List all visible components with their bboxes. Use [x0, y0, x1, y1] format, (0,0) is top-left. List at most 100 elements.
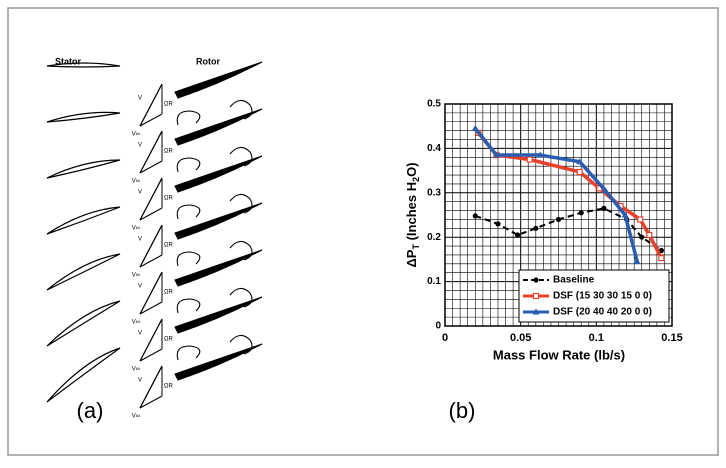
y-axis-label: ΔPT (Inches H2O) — [404, 162, 421, 267]
rotor-blade — [174, 249, 263, 287]
vector-label: V — [138, 143, 142, 149]
x-tick-label: 0.1 — [589, 332, 604, 344]
vector-label: ΩR — [164, 337, 173, 343]
vector — [139, 130, 163, 174]
stator-blade — [46, 111, 121, 123]
y-tick-label: 0.1 — [427, 276, 441, 287]
vector-label: ΩR — [164, 243, 173, 249]
y-axis-label-part: O) — [404, 162, 419, 176]
legend-label: DSF (15 30 30 15 0 0) — [553, 291, 652, 302]
vector-label: V∞ — [132, 273, 140, 279]
vector-label: V — [138, 96, 142, 102]
x-tick-label: 0.15 — [661, 332, 682, 344]
data-point — [472, 213, 478, 219]
y-tick-label: 0 — [435, 321, 441, 332]
rotor-label: Rotor — [196, 56, 220, 66]
vector-label: V — [138, 378, 142, 384]
data-point — [658, 254, 665, 262]
data-point — [495, 221, 501, 227]
series-line — [474, 207, 662, 252]
y-axis-label-part: (Inches H — [404, 182, 419, 244]
y-tick-label: 0.5 — [427, 99, 441, 110]
x-tick-label: 0.05 — [510, 332, 531, 344]
vector-label: V∞ — [132, 226, 140, 232]
legend-marker — [532, 292, 540, 300]
data-point — [633, 258, 641, 265]
vector — [139, 177, 163, 221]
stator-blade — [46, 62, 121, 68]
rotor-blade — [174, 108, 263, 146]
data-point — [646, 231, 653, 239]
vector-label: V — [138, 190, 142, 196]
y-tick-label: 0.4 — [427, 143, 441, 154]
vortex — [176, 287, 253, 314]
data-point — [492, 151, 500, 158]
vector-label: ΩR — [164, 196, 173, 202]
x-axis-label: Mass Flow Rate (lb/s) — [493, 347, 625, 362]
vector — [139, 318, 163, 362]
data-point — [576, 168, 583, 176]
plot-border — [444, 103, 673, 327]
vector — [139, 301, 163, 315]
vector-label: V — [138, 331, 142, 337]
stator-blade — [46, 159, 121, 179]
vector-label: ΩR — [164, 384, 173, 390]
vector-label: V — [138, 237, 142, 243]
vector — [139, 207, 163, 221]
vortex — [176, 193, 253, 220]
data-point — [637, 216, 644, 223]
data-point — [515, 232, 521, 238]
vortex — [176, 334, 253, 361]
vector-label: ΩR — [164, 149, 173, 155]
legend-marker — [533, 277, 539, 283]
stator-blade — [46, 300, 121, 347]
stator-blade — [46, 206, 121, 235]
vector — [139, 348, 163, 362]
data-point — [555, 216, 562, 223]
legend-label: Baseline — [553, 275, 595, 286]
stator-blade — [46, 347, 121, 403]
rotor-blade — [174, 155, 263, 193]
vector — [139, 113, 163, 127]
vector — [139, 83, 163, 127]
vector-label: V∞ — [132, 132, 140, 138]
vortex — [176, 240, 253, 267]
data-point — [601, 205, 607, 211]
y-axis-label-part: T — [411, 244, 421, 250]
vector-label: V∞ — [132, 414, 140, 420]
vortex — [176, 99, 253, 126]
vector-label: V∞ — [132, 320, 140, 326]
data-point — [533, 225, 539, 231]
rotor-blade — [174, 202, 263, 240]
vector — [139, 395, 163, 409]
data-point — [526, 156, 533, 163]
vector-label: V∞ — [132, 367, 140, 373]
legend-label: DSF (20 40 40 20 0 0) — [553, 307, 652, 318]
panel-label: (b) — [449, 398, 476, 423]
vector — [139, 160, 163, 174]
x-tick-label: 0 — [442, 332, 448, 344]
y-tick-label: 0.2 — [427, 232, 441, 243]
stator-label: Stator — [55, 56, 82, 66]
vortex — [176, 146, 253, 173]
rotor-blade — [174, 296, 263, 334]
data-point — [639, 234, 645, 240]
data-point — [536, 151, 544, 158]
rotor-blade — [174, 343, 263, 381]
panel-label: (a) — [77, 398, 104, 423]
data-point — [576, 158, 584, 165]
legend-marker — [532, 308, 540, 315]
data-point — [601, 187, 609, 194]
vector-label: ΩR — [164, 102, 173, 108]
rotor-blade — [174, 61, 263, 99]
vector-label: V∞ — [132, 179, 140, 185]
vector — [139, 365, 163, 409]
data-point — [471, 124, 479, 131]
stator-blade — [46, 253, 121, 291]
vector — [139, 271, 163, 315]
vector — [139, 254, 163, 268]
vector — [139, 224, 163, 268]
data-point — [621, 211, 629, 218]
y-tick-label: 0.3 — [427, 187, 441, 198]
